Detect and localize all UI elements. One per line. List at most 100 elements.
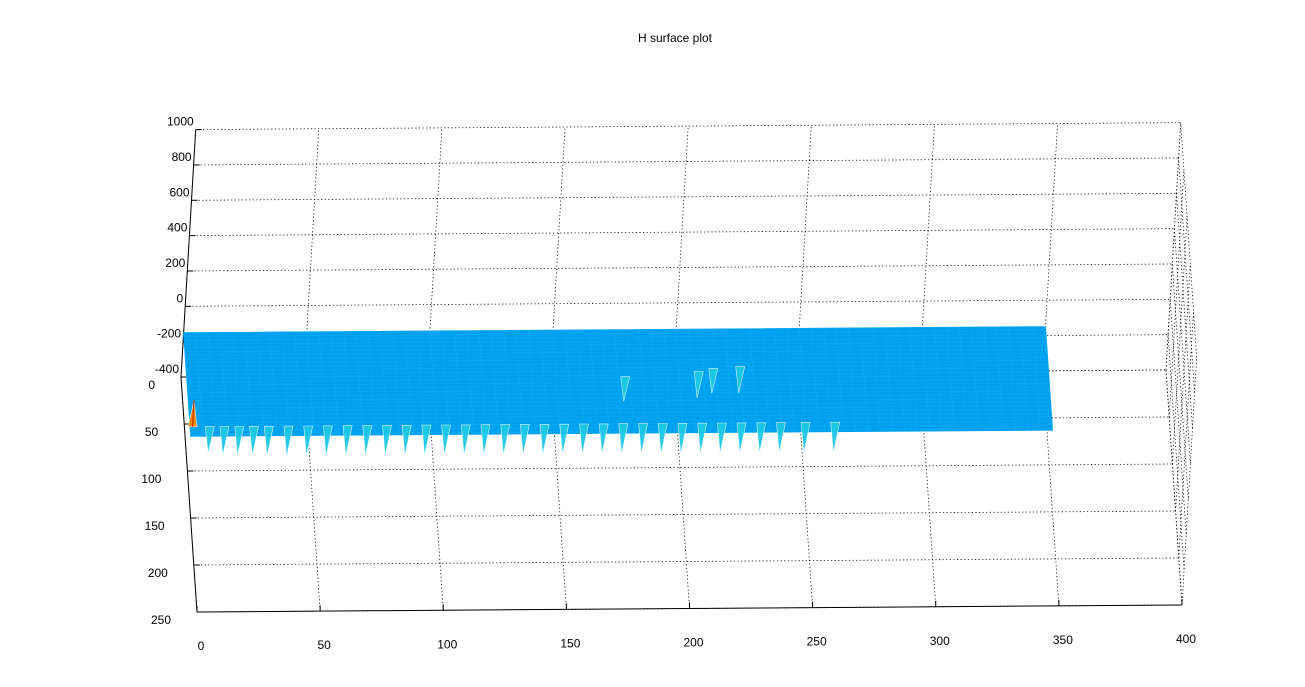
surface-mesh-line: [184, 334, 1047, 341]
surface-mesh-line: [269, 332, 278, 436]
surface-peak: [697, 422, 708, 454]
surface-mesh-line: [429, 331, 438, 435]
surface-mesh-line: [186, 375, 1049, 382]
x-tick-label: 100: [437, 637, 457, 651]
z-tick-label: 400: [167, 221, 187, 235]
y-tick-label: 0: [148, 378, 155, 392]
surface-peak: [204, 426, 215, 454]
surface-peak: [303, 425, 314, 457]
x-tick-label: 150: [560, 636, 580, 650]
surface-peak: [598, 423, 609, 454]
grid-line-y-side: [1181, 357, 1198, 606]
z-tick-label: -200: [157, 327, 181, 341]
surface-mesh-line: [515, 330, 524, 434]
y-tick-label: 50: [145, 425, 159, 439]
surface-mesh-line: [368, 331, 376, 435]
surface-peak: [520, 424, 530, 455]
surface-mesh-line: [1008, 326, 1016, 431]
surface-mesh-line: [208, 332, 216, 437]
x-tick-label: 0: [198, 639, 205, 653]
surface-mesh-line: [380, 331, 388, 435]
surface-mesh-line: [343, 331, 351, 436]
surface-mesh-line: [811, 328, 819, 432]
surface-mesh-line: [185, 356, 1048, 364]
surface-mesh-line: [189, 409, 1052, 416]
y-tick-label: 150: [145, 519, 165, 533]
surface-mesh-line: [184, 337, 1047, 345]
surface-mesh-line: [909, 327, 918, 432]
surface-mesh-line: [799, 328, 807, 432]
surface-mesh-line: [187, 390, 1050, 397]
surface-peak: [401, 424, 412, 456]
grid-line-z-back: [193, 157, 1179, 166]
surface-peak: [657, 423, 668, 454]
surface-peak: [677, 422, 688, 454]
z-tick-label: 1000: [167, 115, 194, 129]
grid-line-z-back: [195, 122, 1181, 131]
surface-mesh-line: [934, 327, 942, 431]
z-tick-label: -400: [155, 362, 179, 376]
surface-mesh-line: [848, 328, 856, 432]
surface-peak: [579, 423, 589, 455]
surface-peak: [830, 421, 841, 453]
surface-mesh-line: [189, 413, 1052, 420]
grid-line-y-side: [1165, 122, 1182, 371]
grid-line-z-side: [1167, 334, 1185, 570]
grid-line-z-side: [1180, 122, 1198, 358]
surface-peak: [234, 426, 245, 456]
surface-mesh-line: [318, 331, 327, 436]
grid-line-y-side: [1178, 310, 1194, 559]
surface-mesh-line: [602, 329, 610, 434]
surface-mesh-line: [626, 329, 635, 434]
surface-mesh-line: [195, 332, 204, 437]
surface-peaks: [187, 366, 841, 457]
surface-mesh-line: [185, 360, 1048, 367]
surface-mesh-line: [663, 329, 672, 433]
grid-line-y-side: [1175, 263, 1191, 512]
y-tick-label: 200: [148, 566, 168, 580]
x-tick-label: 50: [317, 638, 331, 652]
z-tick-label: 200: [165, 256, 185, 270]
surface-mesh-line: [417, 331, 425, 435]
z-tick-label: 800: [172, 150, 192, 164]
surface-mesh-line: [188, 394, 1051, 401]
surface-mesh-line: [232, 332, 241, 436]
surface-peak: [460, 424, 471, 455]
surface-mesh-line: [245, 332, 253, 436]
y-tick-label: 250: [151, 613, 171, 627]
surface-mesh-line: [1033, 326, 1041, 431]
grid-line-x-floor: [1165, 369, 1183, 606]
surface-mesh-line: [454, 330, 462, 435]
surface-mesh: [183, 326, 1054, 437]
surface-mesh-line: [187, 386, 1050, 394]
surface-mesh-line: [675, 329, 684, 433]
surface-mesh-line: [528, 330, 536, 434]
surface-mesh-line: [565, 330, 573, 434]
surface-mesh-line: [614, 329, 622, 434]
surface-mesh-line: [478, 330, 487, 435]
surface-mesh-line: [184, 345, 1047, 352]
surface-mesh-line: [189, 416, 1052, 424]
surface-mesh-line: [442, 330, 450, 435]
surface-mesh-line: [897, 327, 905, 432]
surface-mesh-line: [996, 327, 1004, 431]
surface-mesh-line: [971, 327, 979, 431]
chart-title: H surface plot: [638, 31, 713, 45]
surface-peak: [559, 423, 570, 455]
x-tick-label: 350: [1053, 633, 1073, 647]
surface-peak-core: [191, 400, 195, 427]
x-tick-label: 200: [683, 636, 703, 650]
surface-mesh-line: [392, 331, 401, 435]
grid-line-y-floor: [190, 510, 1176, 519]
surface-mesh-line: [700, 329, 708, 433]
surface-mesh-line: [885, 327, 893, 432]
surface-mesh-line: [786, 328, 795, 432]
surface-peak: [382, 425, 392, 456]
surface-mesh-line: [491, 330, 499, 435]
surface-peak: [421, 424, 432, 456]
surface-peak: [620, 376, 631, 402]
surface-peak: [800, 422, 811, 453]
surface-mesh-line: [186, 371, 1049, 379]
surface-peak: [776, 422, 786, 453]
